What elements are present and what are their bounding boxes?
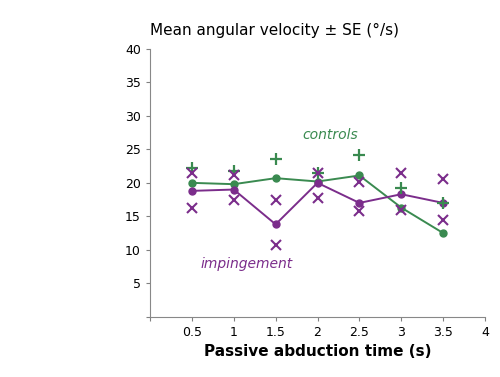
X-axis label: Passive abduction time (s): Passive abduction time (s) <box>204 344 431 359</box>
Text: impingement: impingement <box>200 257 292 271</box>
Text: Mean angular velocity ± SE (°/s): Mean angular velocity ± SE (°/s) <box>150 23 399 38</box>
Text: controls: controls <box>302 128 358 143</box>
